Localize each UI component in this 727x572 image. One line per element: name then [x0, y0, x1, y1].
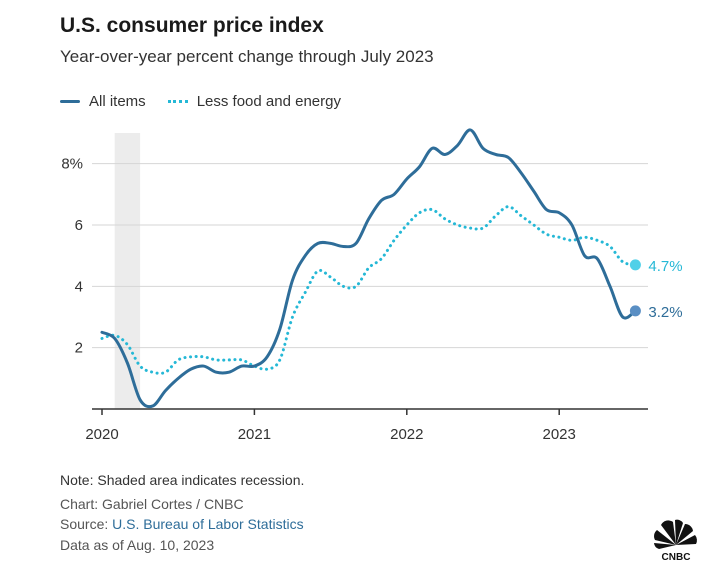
- legend-item-core: Less food and energy: [167, 93, 341, 110]
- y-tick-label: 6: [75, 217, 83, 234]
- logo-text: CNBC: [662, 552, 691, 562]
- source-prefix: Source:: [60, 516, 113, 532]
- x-tick-label: 2020: [85, 426, 118, 443]
- series-line-all_items: [100, 128, 637, 409]
- chart-source: Source: U.S. Bureau of Labor Statistics: [60, 516, 304, 532]
- chart-legend: All items Less food and energy: [60, 93, 363, 110]
- legend-swatch-dotted-line: [167, 100, 188, 103]
- legend-item-all-items: All items: [60, 93, 146, 110]
- y-tick-label: 4: [75, 278, 83, 295]
- end-point-core: [629, 259, 641, 271]
- cnbc-peacock-icon: CNBC: [654, 519, 697, 562]
- y-tick-label: 2: [75, 340, 83, 357]
- recession-band: [114, 133, 141, 409]
- footnote-recession: Note: Shaded area indicates recession.: [60, 472, 305, 488]
- series-line-core: [100, 205, 637, 375]
- x-tick-label: 2022: [390, 426, 423, 443]
- end-label-core: 4.7%: [648, 258, 682, 275]
- y-tick-label: 8%: [61, 156, 83, 173]
- end-point-all_items: [629, 305, 641, 317]
- chart-subtitle: Year-over-year percent change through Ju…: [60, 47, 434, 66]
- chart-title: U.S. consumer price index: [60, 14, 324, 37]
- data-as-of: Data as of Aug. 10, 2023: [60, 537, 215, 553]
- x-tick-label: 2023: [543, 426, 576, 443]
- legend-label-core: Less food and energy: [196, 93, 341, 110]
- x-tick-label: 2021: [238, 426, 271, 443]
- source-link[interactable]: U.S. Bureau of Labor Statistics: [112, 516, 304, 532]
- legend-label-all-items: All items: [89, 93, 146, 110]
- chart-credit: Chart: Gabriel Cortes / CNBC: [60, 496, 244, 512]
- legend-swatch-solid-line: [60, 100, 80, 103]
- end-label-all_items: 3.2%: [648, 304, 682, 321]
